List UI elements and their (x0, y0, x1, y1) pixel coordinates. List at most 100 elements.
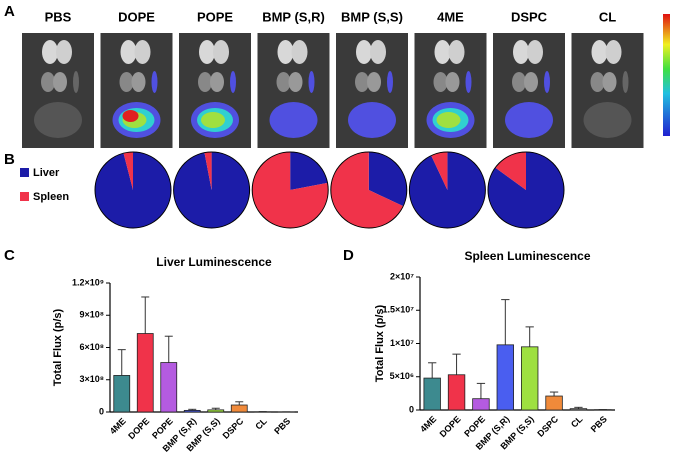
image-label: BMP (S,R) (262, 9, 325, 24)
x-tick-label: DOPE (126, 416, 151, 441)
pie-outline (330, 151, 408, 229)
organ (56, 40, 72, 64)
image-label: 4ME (437, 9, 464, 24)
organ (583, 102, 632, 138)
organ (230, 71, 236, 93)
image-label: DOPE (118, 9, 155, 24)
legend-swatch (20, 168, 29, 177)
image-label: PBS (45, 9, 72, 24)
organ (269, 102, 318, 138)
organ (198, 72, 212, 92)
organ (42, 40, 58, 64)
x-tick-label: PBS (272, 416, 292, 436)
image-label: CL (599, 9, 616, 24)
y-axis-label: Total Flux (p/s) (52, 308, 64, 386)
organ (277, 40, 294, 64)
organ (370, 40, 386, 64)
image-label: BMP (S,S) (341, 9, 403, 24)
organ (131, 72, 146, 92)
signal (201, 112, 225, 128)
x-tick-label: 4ME (418, 414, 438, 434)
organ (590, 72, 605, 92)
bar (423, 377, 441, 411)
panel-label: D (343, 247, 354, 264)
organ (524, 72, 538, 92)
bar (545, 395, 563, 411)
organ (544, 71, 550, 93)
organ (348, 102, 396, 138)
pie-wedge (204, 152, 212, 190)
pie-outline (251, 151, 329, 229)
organ (276, 72, 291, 92)
legend-label: Spleen (33, 191, 69, 203)
bar (496, 344, 514, 411)
image-label: DSPC (511, 9, 548, 24)
organ (433, 72, 448, 92)
x-tick-label: DSPC (221, 416, 246, 441)
y-tick-label: 3×10⁸ (79, 374, 104, 384)
bar (207, 409, 225, 413)
organ (605, 40, 622, 64)
pie-wedge (252, 152, 329, 228)
organ (622, 71, 629, 93)
bar (230, 404, 248, 413)
organ (434, 40, 451, 64)
x-tick-label: PBS (589, 414, 609, 434)
organ (445, 72, 460, 92)
signal (436, 112, 461, 128)
x-tick-label: DOPE (438, 414, 463, 439)
pie-wedge (290, 152, 328, 190)
pie-outline (487, 151, 565, 229)
organ (387, 71, 393, 93)
organ (512, 72, 526, 92)
y-tick-label: 2×10⁷ (390, 271, 414, 281)
legend-label: Liver (33, 167, 60, 179)
signal (122, 110, 139, 122)
y-tick-label: 1×10⁷ (390, 338, 414, 348)
organ (151, 71, 158, 93)
pie-wedge (173, 152, 250, 228)
x-tick-label: CL (569, 414, 585, 430)
organ (73, 71, 79, 93)
x-tick-label: 4ME (108, 416, 128, 436)
y-tick-label: 1.5×10⁷ (383, 305, 415, 315)
organ (527, 40, 543, 64)
chart-title: Liver Luminescence (156, 255, 272, 269)
bar (183, 409, 201, 413)
colorbar (663, 14, 670, 136)
legend-swatch (20, 192, 29, 201)
bar (113, 375, 131, 413)
y-tick-label: 0 (99, 406, 104, 416)
pie-wedge (495, 152, 526, 190)
y-tick-label: 5×10⁶ (390, 371, 414, 381)
organ (134, 40, 151, 64)
organ (213, 40, 229, 64)
pie-outline (408, 151, 486, 229)
organ (602, 72, 617, 92)
organ (288, 72, 303, 92)
pie-wedge (330, 152, 404, 228)
bar (447, 374, 466, 411)
bar (569, 408, 588, 411)
bar (472, 398, 490, 411)
chart-title: Spleen Luminescence (464, 249, 590, 263)
organ (120, 40, 137, 64)
organ (291, 40, 308, 64)
panel-label: A (4, 3, 15, 20)
bar (136, 333, 154, 413)
pie-outline (173, 151, 251, 229)
organ (41, 72, 55, 92)
image-label: POPE (197, 9, 233, 24)
organ (53, 72, 67, 92)
organ (591, 40, 608, 64)
panel-label: C (4, 247, 15, 264)
organ (119, 72, 134, 92)
bar (160, 362, 178, 413)
organ (210, 72, 224, 92)
organ (448, 40, 465, 64)
pie-outline (94, 151, 172, 229)
y-tick-label: 6×10⁸ (79, 342, 104, 352)
organ (513, 40, 529, 64)
